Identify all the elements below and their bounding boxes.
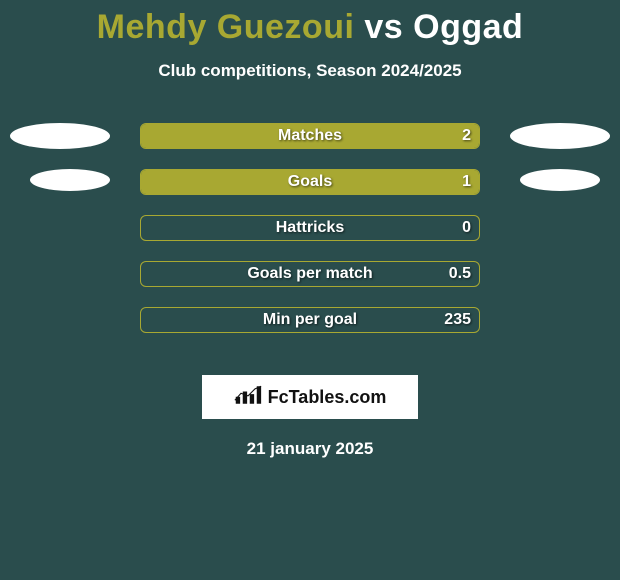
player2-name: Oggad	[413, 8, 523, 46]
stat-label: Goals per match	[141, 265, 479, 283]
stat-bar: Min per goal235	[140, 307, 480, 333]
stat-label: Hattricks	[141, 219, 479, 237]
player2-marker	[510, 123, 610, 149]
stat-bar: Goals1	[140, 169, 480, 195]
stat-bar: Goals per match0.5	[140, 261, 480, 287]
stat-bar-fill	[141, 124, 479, 148]
stat-bar: Hattricks0	[140, 215, 480, 241]
stat-label: Min per goal	[141, 311, 479, 329]
stat-row: Min per goal235	[0, 297, 620, 343]
stat-value: 0.5	[449, 265, 471, 283]
player1-marker	[10, 123, 110, 149]
stat-row: Matches2	[0, 113, 620, 159]
player2-marker	[520, 169, 600, 191]
comparison-title: Mehdy Guezoui vs Oggad	[0, 0, 620, 47]
stat-row: Goals per match0.5	[0, 251, 620, 297]
stat-value: 235	[444, 311, 471, 329]
stat-row: Hattricks0	[0, 205, 620, 251]
bar-chart-icon	[234, 384, 262, 411]
stat-bar-fill	[141, 170, 479, 194]
logo-text: FcTables.com	[268, 387, 387, 408]
stats-container: Matches2Goals1Hattricks0Goals per match0…	[0, 113, 620, 343]
stat-row: Goals1	[0, 159, 620, 205]
subtitle: Club competitions, Season 2024/2025	[0, 61, 620, 81]
player1-name: Mehdy Guezoui	[97, 8, 355, 46]
player1-marker	[30, 169, 110, 191]
vs-text: vs	[364, 8, 403, 46]
stat-bar: Matches2	[140, 123, 480, 149]
source-logo: FcTables.com	[202, 375, 418, 419]
date-text: 21 january 2025	[0, 439, 620, 459]
stat-value: 0	[462, 219, 471, 237]
